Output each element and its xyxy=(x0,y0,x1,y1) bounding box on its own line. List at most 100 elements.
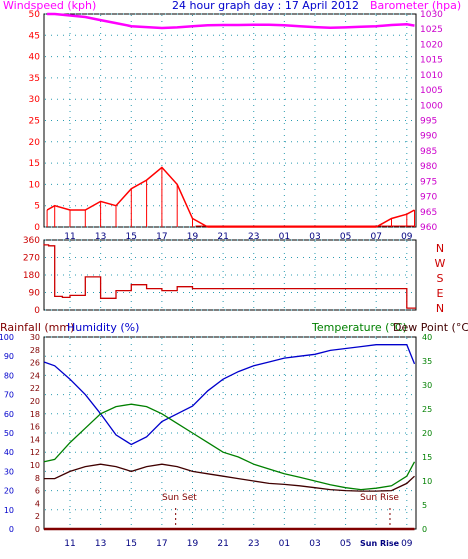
rainfall-axis-title: Rainfall (mm) xyxy=(0,321,74,334)
x-tick-label-lower: 23 xyxy=(248,539,259,549)
barometer-tick-label: 1005 xyxy=(420,86,443,96)
barometer-tick-label: 960 xyxy=(420,223,437,233)
windspeed-tick-label: 20 xyxy=(29,138,41,148)
humidity-tick-label: 70 xyxy=(4,391,14,400)
barometer-tick-label: 980 xyxy=(420,162,437,172)
x-tick-label-lower: 05 xyxy=(340,539,351,549)
x-tick-label-lower: 11 xyxy=(64,539,75,549)
windspeed-axis-title: Windspeed (kph) xyxy=(3,0,96,12)
x-tick-label-upper: 07 xyxy=(370,232,381,242)
x-tick-label-lower: 21 xyxy=(217,539,228,549)
rainfall-tick-label: 10 xyxy=(30,461,40,470)
temperature-tick-label: 30 xyxy=(422,381,432,390)
barometer-tick-label: 1015 xyxy=(420,56,443,66)
rainfall-tick-label: 2 xyxy=(35,512,40,521)
x-tick-label-lower: 09 xyxy=(401,539,413,549)
wind-direction-tick-label: 360 xyxy=(23,236,40,246)
rainfall-tick-label: 24 xyxy=(30,371,40,380)
humidity-series-line xyxy=(43,344,416,446)
windspeed-tick-label: 0 xyxy=(34,223,40,233)
temperature-tick-label: 40 xyxy=(422,333,432,342)
temperature-tick-label: 5 xyxy=(422,501,427,510)
humidity-tick-label: 30 xyxy=(4,467,14,476)
windspeed-tick-label: 45 xyxy=(29,31,40,41)
x-tick-label-upper: 09 xyxy=(401,232,413,242)
x-tick-label-lower: 13 xyxy=(95,539,106,549)
wind-direction-plot-frame xyxy=(43,239,417,311)
humidity-axis-title: Humidity (%) xyxy=(67,321,139,334)
windspeed-tick-label: 30 xyxy=(29,95,41,105)
rainfall-tick-label: 20 xyxy=(30,397,40,406)
rainfall-tick-label: 18 xyxy=(30,410,40,419)
barometer-tick-label: 1025 xyxy=(420,25,443,35)
sunset-annotation: Sun Set xyxy=(162,493,197,503)
x-tick-label-upper: 19 xyxy=(187,232,199,242)
rainfall-tick-label: 4 xyxy=(35,499,40,508)
barometer-tick-label: 1010 xyxy=(420,71,443,81)
sunrise-annotation: Sun Rise xyxy=(360,493,399,503)
x-tick-label-upper: 11 xyxy=(64,232,75,242)
humidity-tick-label: 90 xyxy=(4,352,14,361)
temperature-tick-label: 10 xyxy=(422,477,432,486)
x-tick-label-lower: 03 xyxy=(309,539,320,549)
humidity-tick-label: 60 xyxy=(4,410,14,419)
x-tick-label-upper: 15 xyxy=(126,232,137,242)
rainfall-tick-label: 22 xyxy=(30,384,40,393)
rainfall-tick-label: 14 xyxy=(30,435,40,444)
x-tick-label-lower: 19 xyxy=(187,539,199,549)
compass-direction-label: S xyxy=(437,272,444,285)
barometer-tick-label: 1000 xyxy=(420,101,443,111)
x-tick-label-upper: 23 xyxy=(248,232,259,242)
windspeed-series-spikes xyxy=(46,167,415,227)
rainfall-tick-label: 8 xyxy=(35,474,40,483)
barometer-tick-label: 970 xyxy=(420,193,437,203)
rainfall-tick-label: 0 xyxy=(35,525,40,534)
barometer-tick-label: 1020 xyxy=(420,40,443,50)
barometer-tick-label: 965 xyxy=(420,208,437,218)
windspeed-series-line xyxy=(46,166,415,228)
sunrise-axis-label: Sun Rise xyxy=(360,539,400,548)
barometer-tick-label: 975 xyxy=(420,177,437,187)
x-tick-label-lower: 17 xyxy=(156,539,167,549)
temperature-tick-label: 20 xyxy=(422,429,432,438)
windspeed-tick-label: 10 xyxy=(29,180,41,190)
barometer-tick-label: 990 xyxy=(420,132,437,142)
rainfall-tick-label: 30 xyxy=(30,333,40,342)
dew-point-c-series-line xyxy=(44,463,415,492)
temperature-tick-label: 35 xyxy=(422,357,432,366)
rainfall-tick-label: 12 xyxy=(30,448,40,457)
humidity-tick-label: 40 xyxy=(4,448,14,457)
wind-direction-tick-label: 270 xyxy=(23,254,40,264)
x-tick-label-upper: 13 xyxy=(95,232,106,242)
rainfall-tick-label: 6 xyxy=(35,487,40,496)
temperature-tick-label: 25 xyxy=(422,405,432,414)
barometer-tick-label: 985 xyxy=(420,147,437,157)
dewpoint-axis-title: Dew Point (°C) xyxy=(393,321,468,334)
wind-direction-series-line xyxy=(43,243,416,309)
compass-direction-label: E xyxy=(437,287,444,300)
compass-direction-label: N xyxy=(436,242,444,255)
x-tick-label-lower: 01 xyxy=(279,539,290,549)
temperature-tick-label: 0 xyxy=(422,525,427,534)
windspeed-tick-label: 40 xyxy=(29,53,41,63)
humidity-tick-label: 80 xyxy=(4,371,14,380)
compass-direction-label: N xyxy=(436,302,444,315)
humidity-tick-label: 20 xyxy=(4,487,14,496)
windspeed-tick-label: 25 xyxy=(29,117,40,127)
temperature-axis-title: Temperature (°C) xyxy=(311,321,407,334)
rainfall-tick-label: 26 xyxy=(30,359,40,368)
humidity-tick-label: 0 xyxy=(9,525,14,534)
rainfall-tick-label: 28 xyxy=(30,346,40,355)
rainfall-tick-label: 16 xyxy=(30,423,40,432)
x-tick-label-upper: 01 xyxy=(279,232,290,242)
x-tick-label-lower: 15 xyxy=(126,539,137,549)
x-tick-label-upper: 03 xyxy=(309,232,320,242)
wind-direction-tick-label: 180 xyxy=(23,271,40,281)
x-tick-label-upper: 21 xyxy=(217,232,228,242)
temperature-tick-label: 15 xyxy=(422,453,432,462)
temperature-c-series-line xyxy=(43,403,416,491)
barometer-tick-label: 1030 xyxy=(420,10,443,20)
humidity-tick-label: 100 xyxy=(0,333,14,342)
windspeed-tick-label: 35 xyxy=(29,74,40,84)
